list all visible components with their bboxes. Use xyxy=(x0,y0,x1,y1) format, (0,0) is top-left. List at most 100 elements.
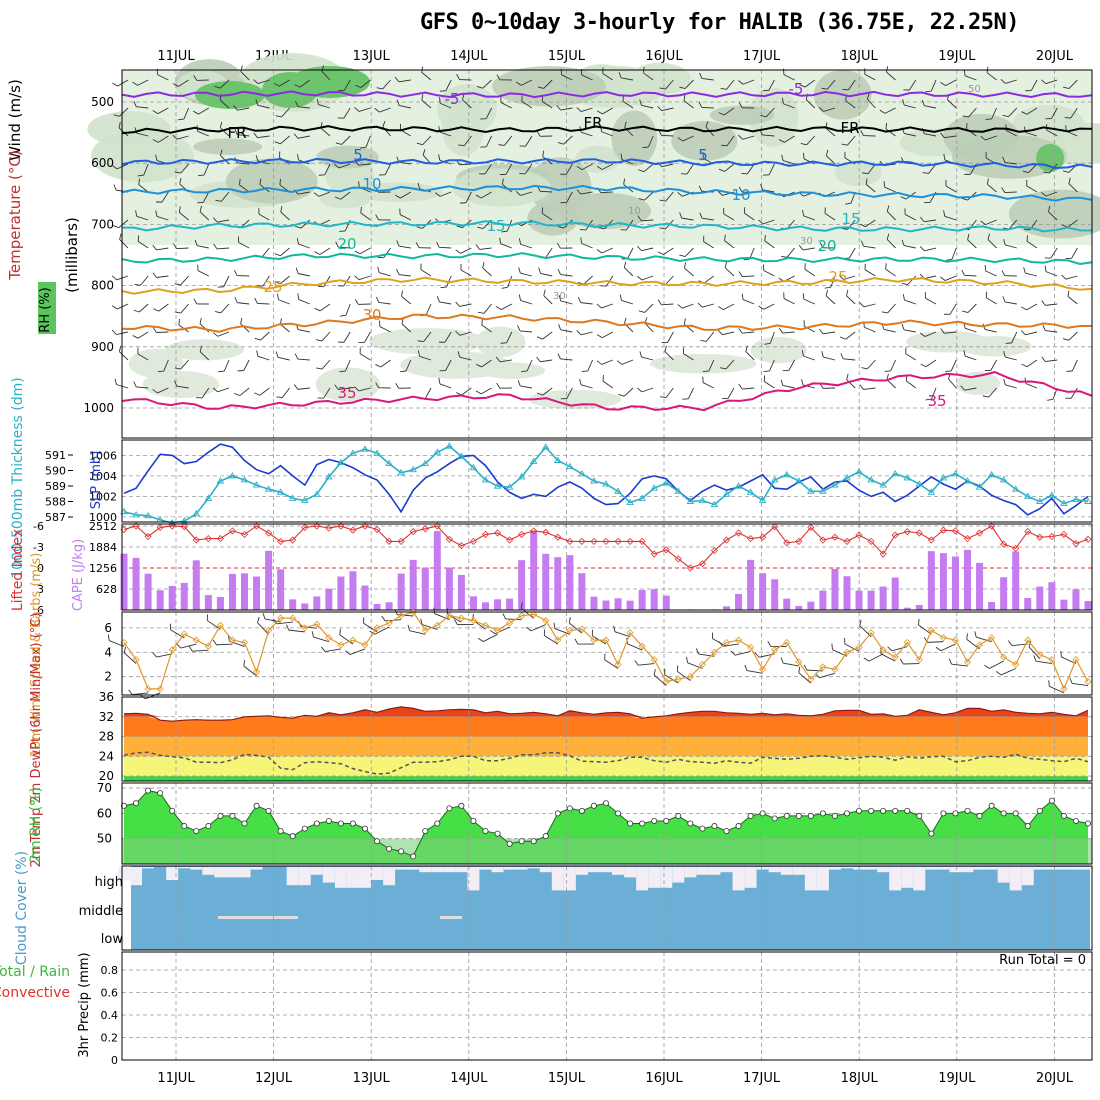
li-marker xyxy=(1048,532,1056,541)
upper-wind-barb-flag xyxy=(416,226,423,229)
upper-wind-barb-flag xyxy=(259,178,262,185)
slp-axis-label: SLP (mb) xyxy=(89,451,104,510)
upper-wind-barb xyxy=(665,191,674,202)
wind-speed-marker xyxy=(493,626,502,634)
wind-10m-barb xyxy=(1000,668,1016,676)
upper-wind-barb-flag xyxy=(886,233,890,240)
wind-10m-barb-flag xyxy=(984,664,990,669)
upper-wind-barb-flag xyxy=(354,299,359,305)
upper-wind-barb xyxy=(298,299,310,305)
cloud-high-gap xyxy=(395,867,408,870)
upper-wind-barb xyxy=(623,387,634,397)
upper-wind-barb-flag xyxy=(377,266,380,273)
upper-wind-barb xyxy=(587,359,594,372)
cloud-high-gap xyxy=(768,867,781,873)
wind-10m-barb xyxy=(698,653,715,657)
upper-wind-barb-flag xyxy=(738,383,743,390)
cape-bar xyxy=(277,569,285,610)
wind-10m-barb xyxy=(880,653,896,662)
rh-marker xyxy=(217,812,224,819)
upper-wind-barb-flag xyxy=(138,178,141,185)
cloud-high-gap xyxy=(142,867,155,869)
wind-10m-barb-flag xyxy=(744,664,748,671)
upper-wind-barb-flag xyxy=(724,261,727,268)
upper-wind-barb-flag xyxy=(517,380,521,387)
upper-wind-barb-flag xyxy=(458,144,465,147)
rh-marker xyxy=(1012,810,1019,817)
upper-wind-barb-flag xyxy=(1003,351,1006,358)
upper-wind-barb xyxy=(1026,185,1038,193)
upper-wind-barb-flag xyxy=(153,308,159,312)
upper-wind-barb-flag xyxy=(401,290,403,297)
wind-10m-barb xyxy=(325,648,341,653)
thickness-marker xyxy=(204,494,213,501)
upper-wind-barb-flag xyxy=(758,219,764,225)
upper-wind-barb xyxy=(324,163,331,176)
upper-wind-barb-flag xyxy=(118,345,122,352)
upper-wind-barb xyxy=(500,243,512,249)
upper-wind-barb-flag xyxy=(677,192,683,197)
upper-wind-barb-flag xyxy=(576,189,582,195)
rh-marker xyxy=(482,828,489,835)
rh-marker xyxy=(1036,807,1043,814)
upper-wind-barb xyxy=(297,106,310,109)
upper-wind-barb xyxy=(904,104,916,109)
upper-wind-barb xyxy=(684,79,694,89)
wind-10m-barb xyxy=(132,692,149,696)
upper-wind-barb xyxy=(663,247,674,255)
upper-wind-barb xyxy=(964,387,977,391)
upper-wind-barb-flag xyxy=(778,139,785,143)
rh-marker xyxy=(928,830,935,837)
wind-speed-marker xyxy=(975,641,984,649)
wind-speed-marker xyxy=(626,629,634,637)
upper-wind-barb-flag xyxy=(219,121,223,128)
li-marker xyxy=(867,537,875,545)
upper-wind-barb-flag xyxy=(576,166,583,170)
wind-10m-barb-flag xyxy=(686,656,688,663)
upper-wind-barb xyxy=(1028,163,1038,173)
isotherm-label: 25 xyxy=(263,278,282,296)
wind-10m-barb-flag xyxy=(454,619,458,625)
upper-wind-barb xyxy=(540,272,553,277)
upper-wind-barb-flag xyxy=(1062,338,1069,341)
upper-wind-barb xyxy=(400,191,412,199)
upper-wind-barb-flag xyxy=(596,249,603,254)
li-marker xyxy=(144,532,152,541)
cloud-high-gap xyxy=(792,867,805,875)
li-marker xyxy=(963,535,972,543)
isotherm-line xyxy=(122,220,1093,233)
thickness-line xyxy=(123,445,1089,524)
upper-wind-barb-flag xyxy=(476,363,482,368)
cloud-high-gap xyxy=(214,867,227,878)
upper-wind-barb xyxy=(823,356,836,361)
upper-wind-barb-flag xyxy=(436,296,440,303)
upper-wind-barb-flag xyxy=(354,275,360,281)
upper-wind-barb xyxy=(1008,107,1018,118)
rh-marker xyxy=(783,812,790,819)
upper-wind-barb xyxy=(1025,132,1038,137)
rh-shading-blob xyxy=(611,110,658,167)
upper-wind-barb xyxy=(990,359,997,371)
upper-wind-barb-flag xyxy=(624,121,627,128)
upper-wind-barb xyxy=(1004,301,1017,305)
upper-wind-barb-flag xyxy=(253,79,259,84)
rh-marker xyxy=(554,810,561,817)
li-ytick: -3 xyxy=(33,541,44,554)
upper-wind-barb xyxy=(1071,359,1078,372)
cloud-high-gap xyxy=(865,867,878,870)
upper-wind-barb-flag xyxy=(963,69,966,76)
li-marker xyxy=(554,533,562,541)
upper-wind-barb-flag xyxy=(557,225,564,229)
cape-bar xyxy=(951,556,959,610)
upper-wind-barb xyxy=(745,351,755,361)
upper-wind-barb-flag xyxy=(943,210,946,217)
upper-wind-barb-flag xyxy=(839,275,845,280)
li-marker xyxy=(951,527,960,535)
wind-10m-barb xyxy=(257,622,269,635)
run-total-label: Run Total = 0 xyxy=(999,953,1086,968)
slp-ytick: 1004 xyxy=(89,470,117,483)
upper-wind-barb xyxy=(257,104,270,109)
wind-10m-barb-flag xyxy=(345,650,351,655)
upper-wind-barb-flag xyxy=(297,293,300,300)
wind-speed-marker xyxy=(951,636,960,644)
